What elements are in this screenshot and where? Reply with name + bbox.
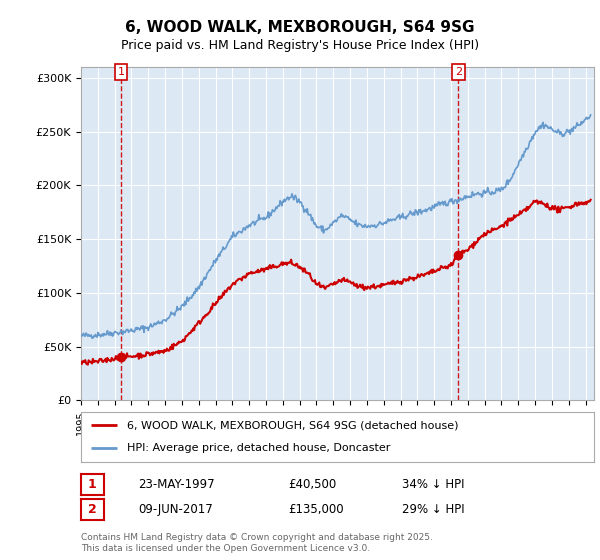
Text: Price paid vs. HM Land Registry's House Price Index (HPI): Price paid vs. HM Land Registry's House … — [121, 39, 479, 52]
Text: Contains HM Land Registry data © Crown copyright and database right 2025.
This d: Contains HM Land Registry data © Crown c… — [81, 533, 433, 553]
Text: HPI: Average price, detached house, Doncaster: HPI: Average price, detached house, Donc… — [127, 444, 391, 454]
Text: 2: 2 — [455, 67, 462, 77]
Text: 6, WOOD WALK, MEXBOROUGH, S64 9SG: 6, WOOD WALK, MEXBOROUGH, S64 9SG — [125, 20, 475, 35]
Text: 2: 2 — [88, 503, 97, 516]
Text: 1: 1 — [88, 478, 97, 491]
Text: 1: 1 — [118, 67, 125, 77]
Text: 6, WOOD WALK, MEXBOROUGH, S64 9SG (detached house): 6, WOOD WALK, MEXBOROUGH, S64 9SG (detac… — [127, 420, 458, 430]
Text: 23-MAY-1997: 23-MAY-1997 — [138, 478, 215, 491]
Text: 34% ↓ HPI: 34% ↓ HPI — [402, 478, 464, 491]
Text: £135,000: £135,000 — [288, 503, 344, 516]
Text: £40,500: £40,500 — [288, 478, 336, 491]
Text: 29% ↓ HPI: 29% ↓ HPI — [402, 503, 464, 516]
Text: 09-JUN-2017: 09-JUN-2017 — [138, 503, 213, 516]
